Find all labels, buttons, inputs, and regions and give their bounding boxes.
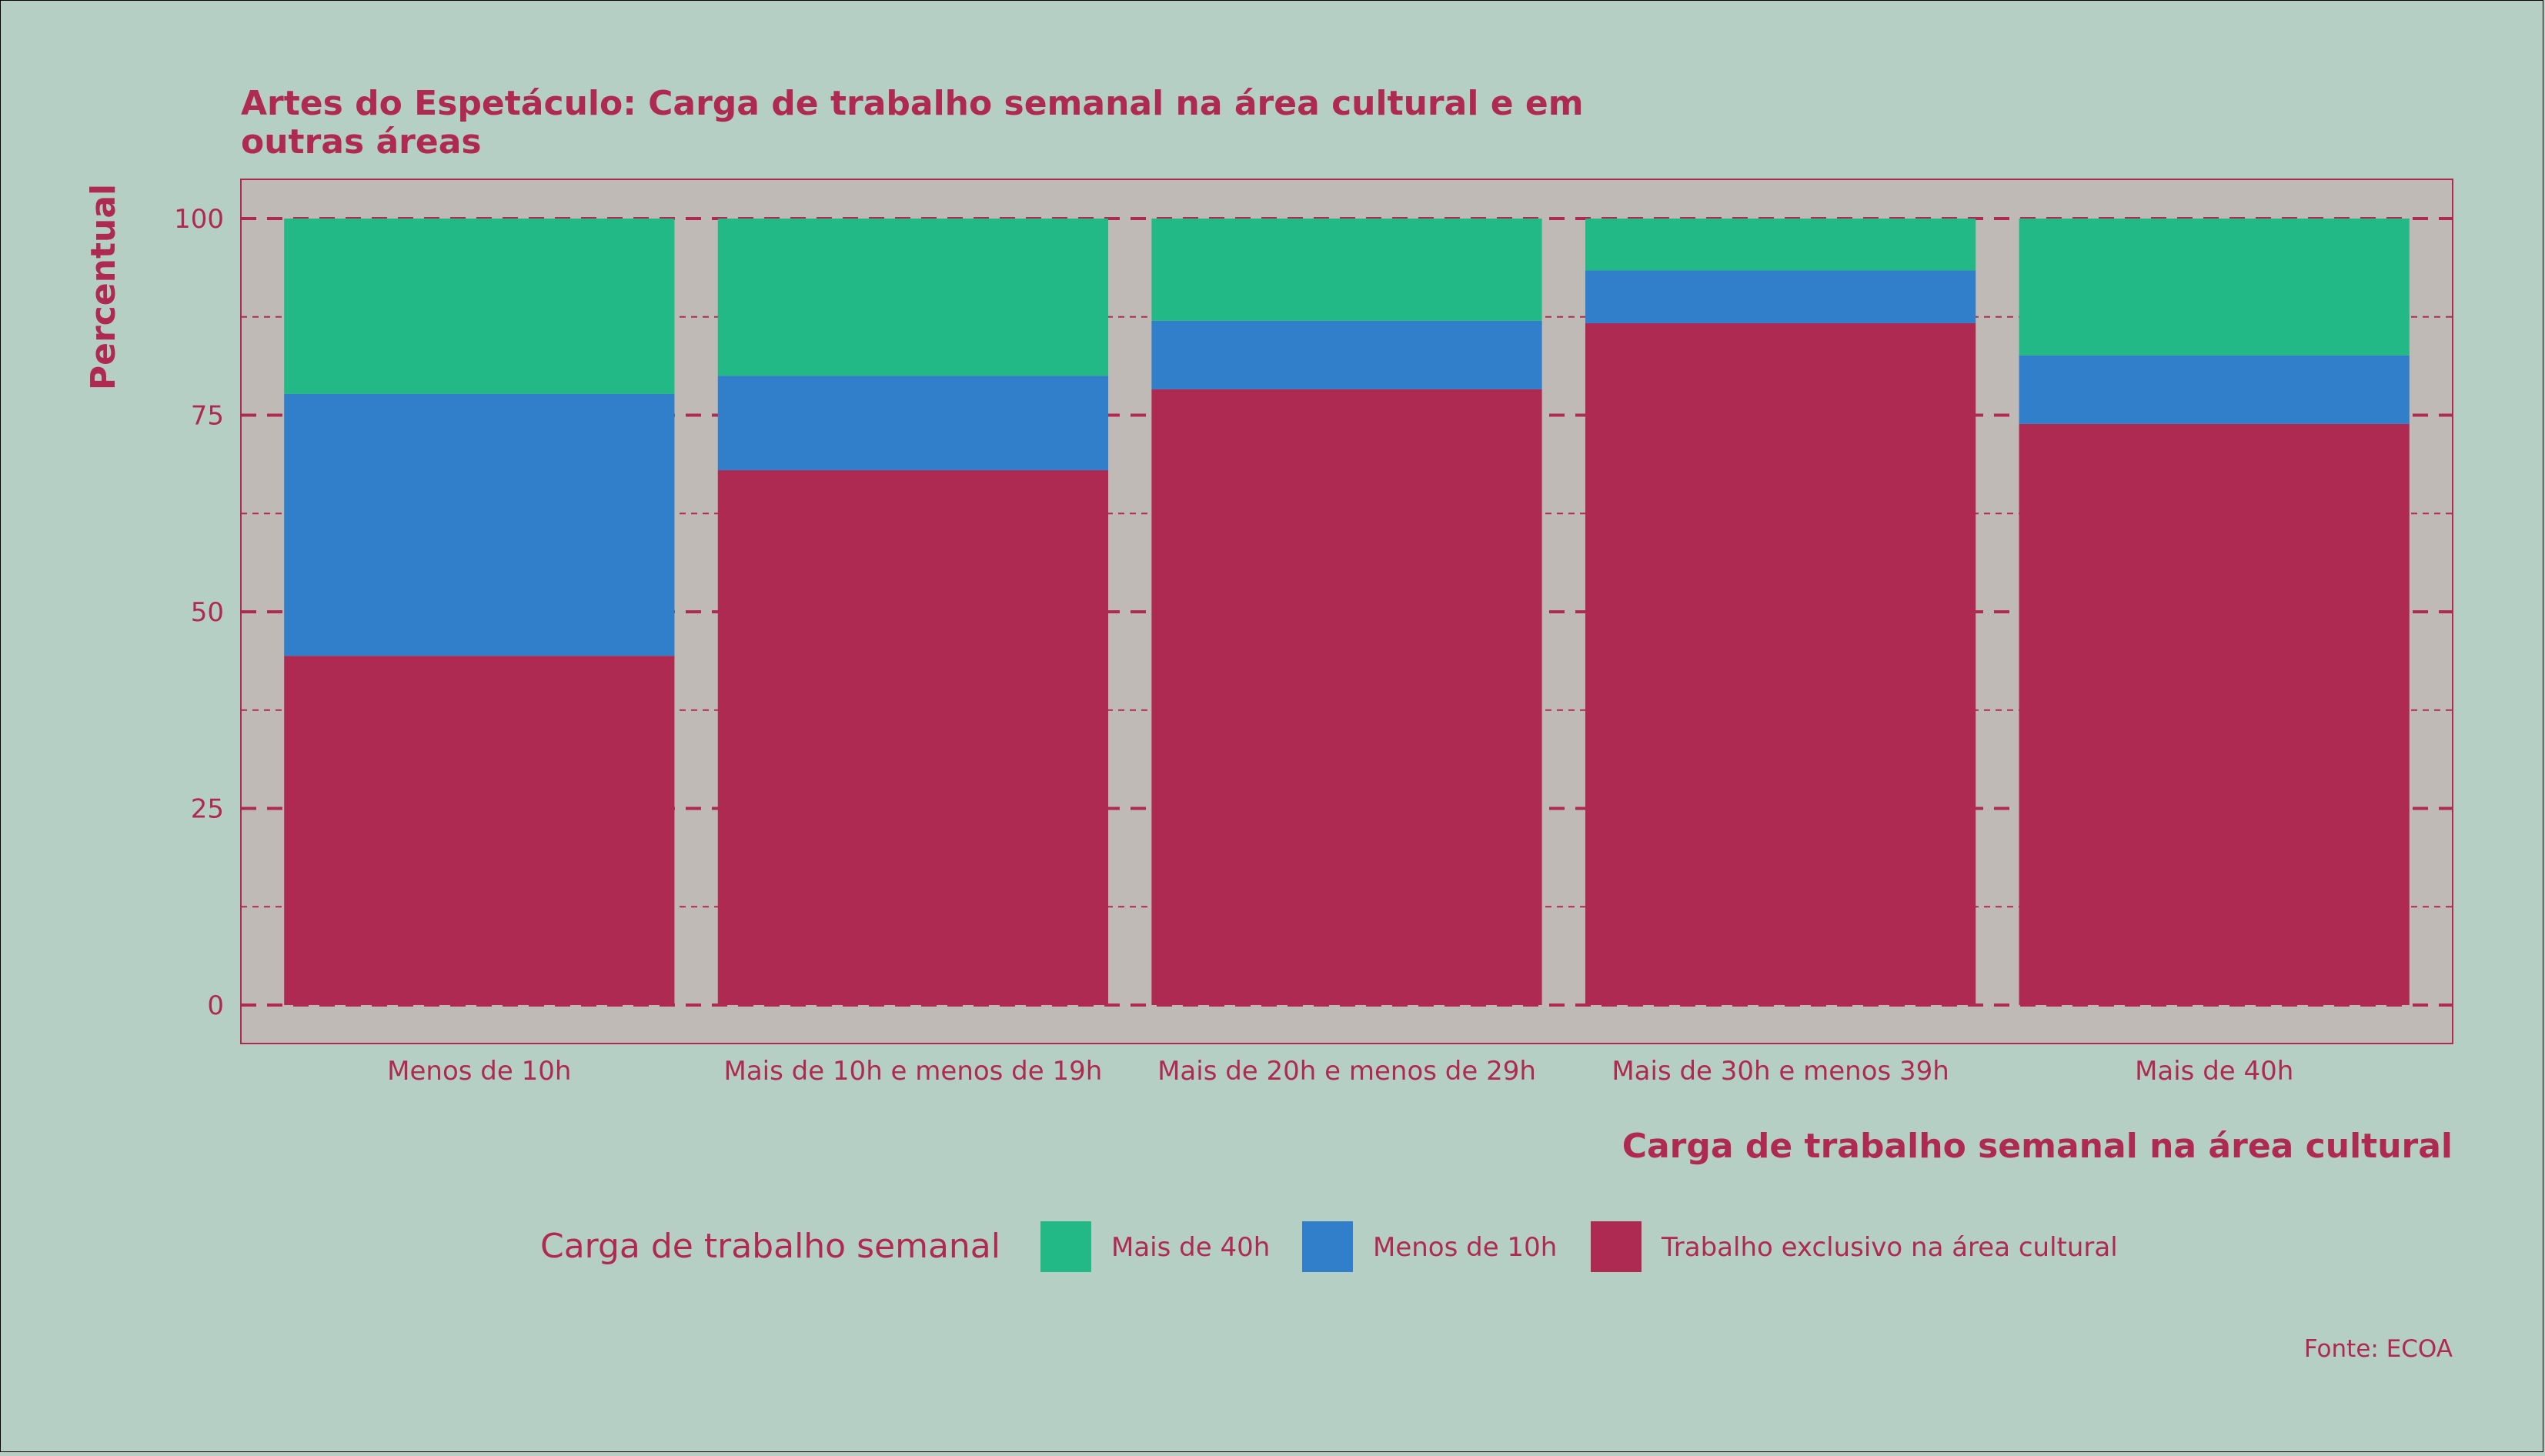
y-tick-label: 100	[174, 204, 224, 235]
x-tick-label: Mais de 10h e menos de 19h	[723, 1056, 1102, 1087]
bar-segment	[1151, 389, 1542, 1005]
bar-segment	[1151, 320, 1542, 389]
caption-source: Fonte: ECOA	[2304, 1335, 2453, 1363]
x-axis-ticks: Menos de 10h Mais de 10h e menos de 19h Ma…	[387, 1056, 2293, 1087]
y-tick-label: 75	[191, 401, 224, 432]
bar-segment	[1151, 219, 1542, 321]
x-axis-label: Carga de trabalho semanal na área cultur…	[1622, 1127, 2453, 1166]
x-tick-label: Mais de 20h e menos de 29h	[1157, 1056, 1536, 1087]
bar-segment	[2019, 355, 2410, 424]
bar-segment	[1585, 322, 1976, 1005]
legend-key	[1040, 1221, 1091, 1272]
legend-label: Trabalho exclusivo na área cultural	[1661, 1232, 2118, 1263]
bar-segment	[717, 219, 1109, 376]
bar-segment	[717, 376, 1109, 471]
bars	[284, 219, 2410, 1005]
bar-segment	[284, 219, 675, 394]
x-tick-label: Mais de 30h e menos 39h	[1611, 1056, 1949, 1087]
y-axis-ticks: 0 25 50 75 100	[174, 204, 224, 1021]
legend: Carga de trabalho semanal Mais de 40h Men…	[540, 1221, 2118, 1272]
legend-label: Mais de 40h	[1111, 1232, 1270, 1263]
legend-key	[1302, 1221, 1353, 1272]
bar-segment	[717, 470, 1109, 1005]
legend-label: Menos de 10h	[1373, 1232, 1557, 1263]
y-tick-label: 50	[191, 597, 224, 628]
x-tick-label: Mais de 40h	[2135, 1056, 2293, 1087]
bar-segment	[2019, 423, 2410, 1005]
y-axis-label: Percentual	[84, 184, 123, 390]
y-tick-label: 25	[191, 794, 224, 825]
y-tick-label: 0	[207, 990, 224, 1021]
bar-segment	[2019, 219, 2410, 356]
x-tick-label: Menos de 10h	[387, 1056, 571, 1087]
bar-segment	[284, 393, 675, 656]
bar-segment	[1585, 219, 1976, 271]
legend-title: Carga de trabalho semanal	[540, 1227, 1000, 1266]
bar-segment	[1585, 270, 1976, 323]
chart-title-line-2: outras áreas	[241, 122, 482, 162]
bar-segment	[284, 656, 675, 1005]
chart-title-line-1: Artes do Espetáculo: Carga de trabalho s…	[241, 84, 1584, 123]
legend-key	[1591, 1221, 1642, 1272]
